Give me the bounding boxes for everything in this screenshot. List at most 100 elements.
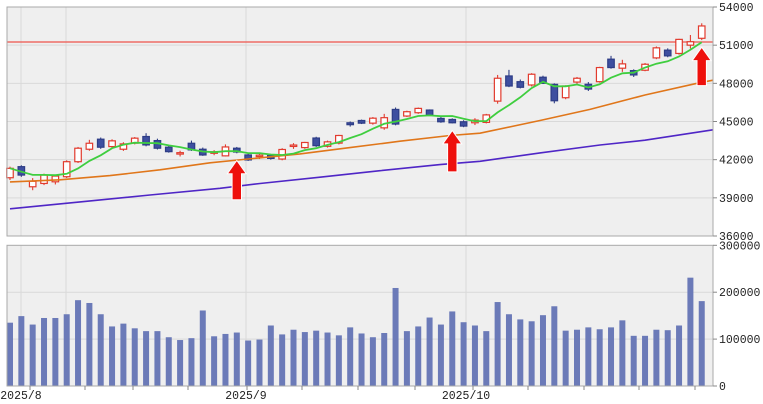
candle-body bbox=[505, 75, 513, 87]
axis-ticks bbox=[29, 6, 717, 390]
candle-body bbox=[527, 73, 536, 86]
volume-bar bbox=[415, 326, 422, 386]
candle-body bbox=[550, 83, 559, 102]
candle-body bbox=[289, 144, 298, 148]
volume-bar bbox=[369, 337, 376, 386]
ma-long-line bbox=[9, 129, 714, 210]
candle-body bbox=[176, 152, 184, 155]
price-axis-label: 42000 bbox=[719, 155, 754, 168]
candle-body bbox=[425, 109, 434, 116]
candle-body bbox=[675, 38, 683, 55]
volume-bar bbox=[449, 311, 456, 386]
volume-bar bbox=[574, 329, 580, 386]
candle-body bbox=[595, 66, 604, 83]
volume-bar bbox=[335, 335, 342, 386]
candle-body bbox=[312, 137, 321, 147]
volume-bar bbox=[131, 328, 138, 386]
price-axis-label: 54000 bbox=[719, 2, 754, 15]
candle-body bbox=[403, 111, 411, 117]
candle-body bbox=[697, 25, 706, 39]
volume-axis-label: 300000 bbox=[719, 240, 761, 253]
volume-bar bbox=[358, 333, 365, 386]
candle-body bbox=[357, 119, 366, 124]
candle-body bbox=[618, 63, 627, 69]
volume-bar bbox=[539, 315, 546, 386]
volume-bar bbox=[177, 340, 184, 386]
volume-bar bbox=[120, 323, 127, 386]
volume-bar bbox=[471, 325, 478, 386]
volume-bars bbox=[7, 277, 705, 386]
volume-bar bbox=[653, 329, 660, 386]
volume-bar bbox=[97, 314, 104, 386]
volume-bar bbox=[528, 321, 535, 386]
price-axis-label: 36000 bbox=[719, 231, 754, 244]
volume-bar bbox=[630, 335, 637, 386]
volume-bar bbox=[211, 336, 218, 386]
volume-axis-label: 100000 bbox=[719, 334, 761, 347]
candle-body bbox=[573, 77, 581, 83]
volume-bar bbox=[52, 317, 59, 386]
candle-body bbox=[663, 49, 672, 57]
volume-bar bbox=[301, 332, 308, 386]
volume-bar bbox=[426, 317, 433, 386]
volume-panel-border bbox=[6, 244, 714, 387]
candle-body bbox=[335, 134, 343, 144]
price-axis-label: 51000 bbox=[719, 40, 754, 53]
volume-bar bbox=[86, 302, 93, 386]
candle-body bbox=[346, 122, 355, 126]
date-axis-label: 2025/8 bbox=[0, 390, 42, 403]
volume-bar bbox=[109, 326, 116, 386]
candle-body bbox=[607, 58, 615, 69]
price-axis-label: 39000 bbox=[719, 193, 754, 206]
volume-bar bbox=[460, 322, 467, 386]
volume-axis-label: 200000 bbox=[719, 287, 761, 300]
candle-body bbox=[391, 108, 400, 125]
candle-body bbox=[561, 85, 570, 99]
candle-body bbox=[244, 154, 252, 161]
volume-bar bbox=[154, 331, 161, 386]
volume-bar bbox=[676, 325, 683, 386]
volume-axis-label: 0 bbox=[719, 381, 726, 394]
volume-bar bbox=[347, 327, 354, 386]
candle-body bbox=[51, 175, 60, 183]
candle-body bbox=[437, 117, 445, 123]
candle-body bbox=[300, 141, 309, 149]
volume-bar bbox=[381, 333, 388, 386]
volume-bar bbox=[608, 327, 615, 386]
candle-body bbox=[652, 47, 661, 59]
ma-short-line bbox=[9, 41, 703, 177]
candle-body bbox=[40, 174, 48, 185]
volume-bar bbox=[324, 332, 331, 386]
candle-body bbox=[255, 154, 264, 158]
candle-body bbox=[62, 161, 71, 178]
volume-bar bbox=[313, 330, 320, 386]
buy-signal-arrow bbox=[226, 159, 248, 201]
volume-bar bbox=[403, 331, 410, 386]
volume-bar bbox=[188, 338, 195, 386]
candle-body bbox=[96, 138, 105, 148]
volume-bar bbox=[687, 277, 694, 386]
volume-bar bbox=[619, 320, 626, 386]
volume-bar bbox=[596, 329, 603, 386]
candle-body bbox=[459, 121, 468, 127]
volume-bar bbox=[222, 333, 229, 386]
volume-bar bbox=[18, 316, 25, 386]
volume-bar bbox=[233, 332, 240, 386]
volume-bar bbox=[517, 319, 524, 386]
volume-bar bbox=[165, 337, 172, 386]
candle-body bbox=[448, 118, 457, 124]
volume-bar bbox=[63, 314, 70, 386]
volume-bar bbox=[41, 317, 48, 386]
candle-body bbox=[414, 107, 423, 114]
candle-body bbox=[232, 147, 241, 153]
date-axis-label: 2025/9 bbox=[225, 390, 267, 403]
volume-bar bbox=[664, 330, 671, 386]
volume-bar bbox=[437, 324, 444, 386]
volume-bar bbox=[505, 314, 512, 386]
buy-signal-arrows bbox=[226, 46, 713, 201]
price-axis-label: 48000 bbox=[719, 78, 754, 91]
candle-body bbox=[516, 81, 525, 88]
price-axis-label: 45000 bbox=[719, 117, 754, 130]
volume-bar bbox=[245, 340, 252, 386]
